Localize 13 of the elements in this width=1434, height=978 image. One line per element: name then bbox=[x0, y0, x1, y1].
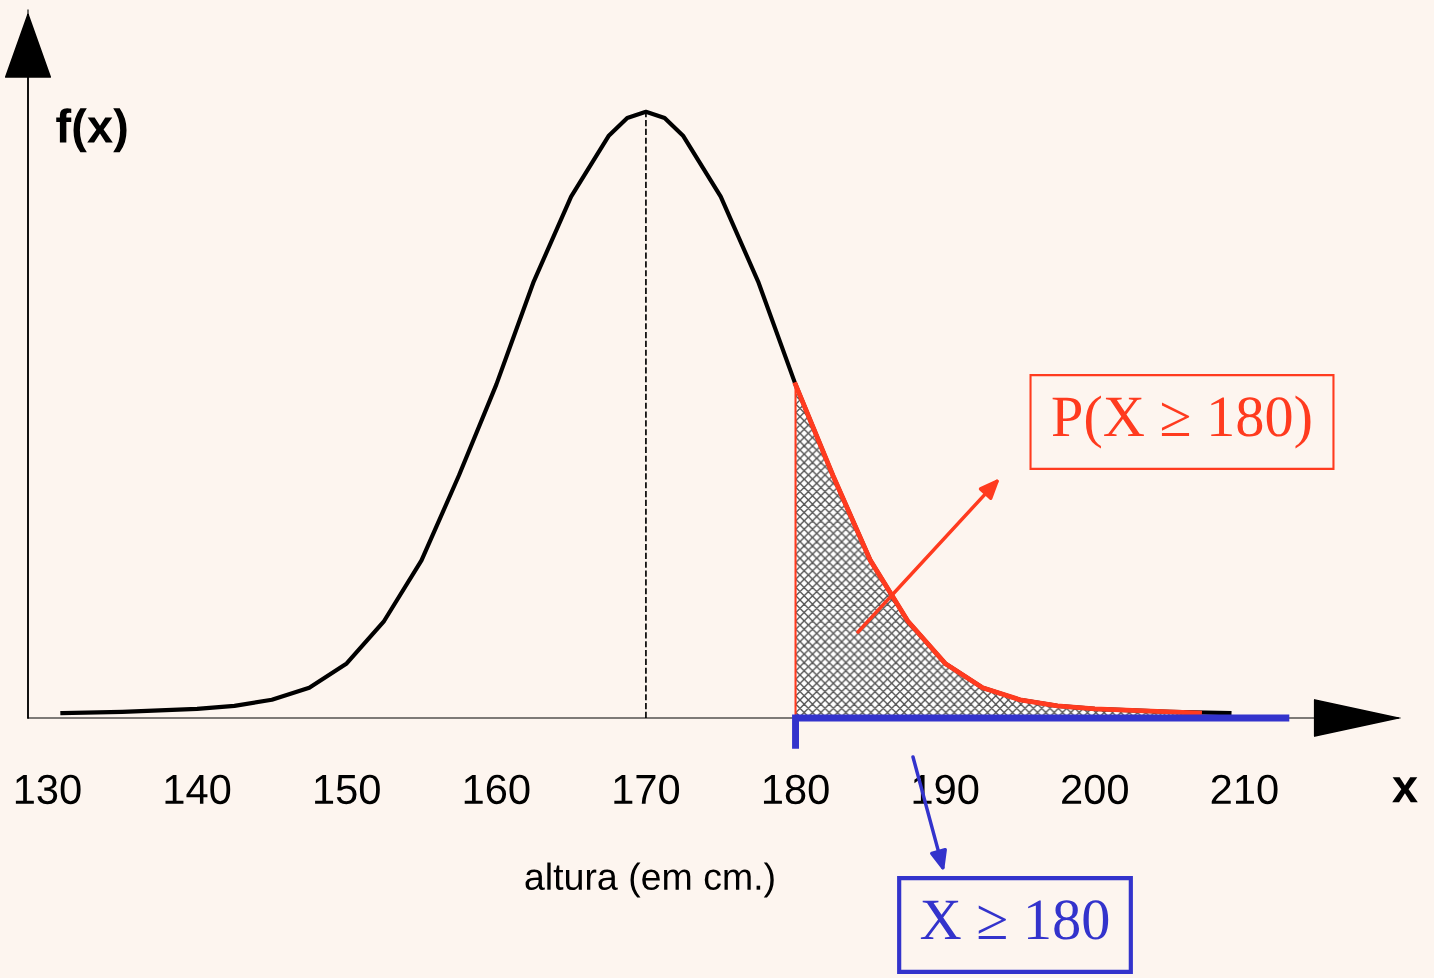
x-tick-label: 200 bbox=[1062, 774, 1128, 805]
x-tick-label: 140 bbox=[165, 774, 231, 805]
x-axis-title: altura (em cm.) bbox=[525, 862, 774, 898]
x-tick-label: 180 bbox=[763, 774, 829, 805]
x-tick-label: 150 bbox=[315, 774, 380, 805]
x-tick-label: 210 bbox=[1211, 774, 1278, 805]
annotation: P(X ≥ 180) bbox=[1052, 395, 1311, 449]
y-axis-title: f(x) bbox=[56, 108, 127, 153]
text: x bbox=[1392, 777, 1418, 803]
x-tick-label: 160 bbox=[464, 774, 530, 805]
x-tick-label: 170 bbox=[614, 774, 680, 805]
text: X ≥ 180 bbox=[920, 900, 1109, 940]
x-tick-label: 130 bbox=[15, 774, 81, 805]
